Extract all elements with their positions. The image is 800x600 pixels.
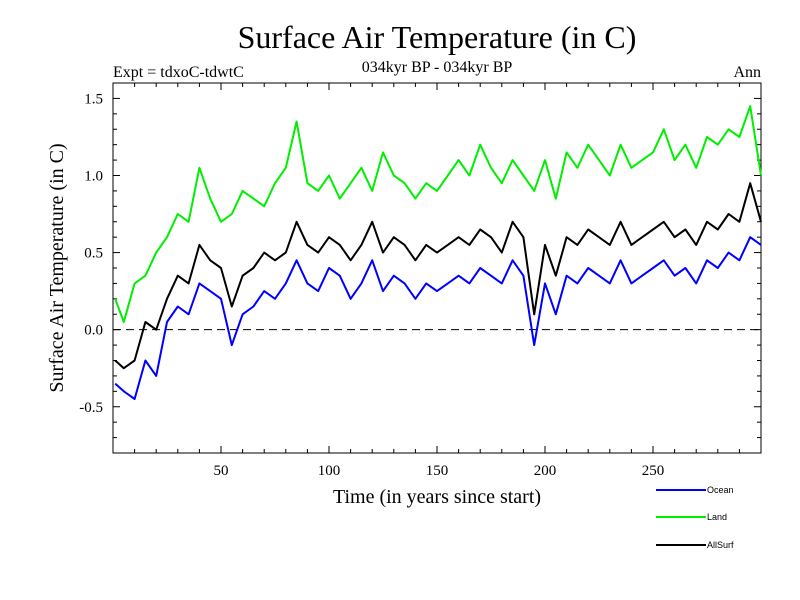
y-tick-label: -0.5 — [79, 400, 103, 416]
y-tick-label: 1.0 — [84, 169, 103, 185]
axis-ticks — [113, 83, 761, 453]
y-tick-labels: -0.5 0.0 0.5 1.0 1.5 — [79, 91, 103, 415]
x-tick-labels: 50 100 150 200 250 — [214, 463, 665, 479]
x-axis-label: Time (in years since start) — [333, 486, 541, 508]
plot-frame — [112, 82, 762, 454]
y-tick-label: 1.5 — [84, 91, 103, 107]
experiment-label: Expt = tdxoC-tdwtC — [113, 64, 244, 81]
legend-label-land: Land — [707, 512, 727, 522]
legend-label-allsurf: AllSurf — [707, 540, 734, 550]
y-tick-label: 0.0 — [84, 323, 103, 339]
x-tick-label: 100 — [318, 463, 341, 479]
x-tick-label: 250 — [642, 463, 665, 479]
legend-label-ocean: Ocean — [707, 485, 734, 495]
season-label: Ann — [733, 64, 761, 81]
series-layer — [114, 105, 762, 400]
y-axis-label: Surface Air Temperature (in C) — [46, 143, 68, 392]
series-line-ocean — [114, 236, 762, 400]
y-tick-label: 0.5 — [84, 246, 103, 262]
series-line-land — [114, 105, 762, 323]
x-tick-label: 200 — [534, 463, 557, 479]
legend: Ocean Land AllSurf — [656, 485, 734, 550]
chart-subtitle: 034kyr BP - 034kyr BP — [362, 59, 513, 76]
chart-title: Surface Air Temperature (in C) — [238, 19, 637, 55]
x-tick-label: 50 — [214, 463, 229, 479]
x-tick-label: 150 — [426, 463, 449, 479]
series-line-allsurf — [114, 182, 762, 370]
